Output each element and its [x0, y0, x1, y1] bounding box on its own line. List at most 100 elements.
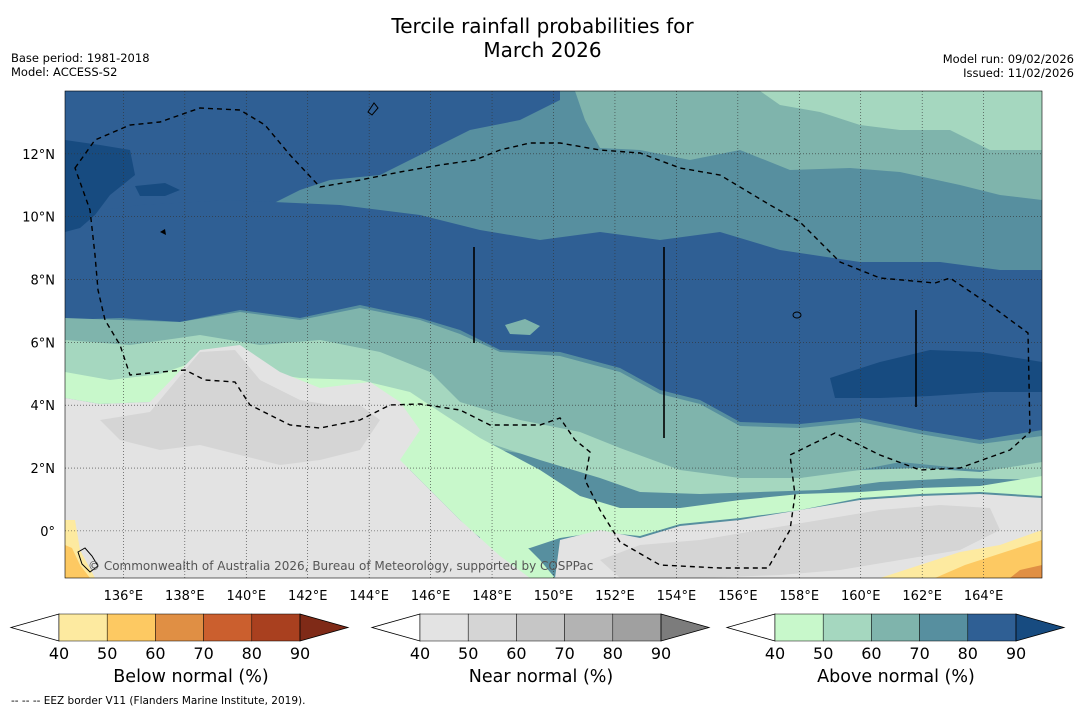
island-yap — [160, 229, 166, 235]
lat-label: 0° — [40, 525, 55, 540]
colorbar-label-above: Above normal (%) — [817, 667, 975, 687]
lat-label: 6°N — [31, 336, 56, 351]
lon-label: 160°E — [841, 589, 881, 604]
lon-label: 142°E — [288, 589, 328, 604]
longitude-ticks: 136°E 138°E 140°E 142°E 144°E 146°E 148°E 150°E… — [104, 589, 1004, 604]
eez-footnote: -- -- -- EEZ border V11 (Flanders Marine… — [11, 695, 306, 707]
colorbar-segment — [58, 613, 108, 642]
colorbar-near: 40 50 60 70 80 90 — [370, 613, 711, 663]
colorbar-tick-label: 70 — [554, 644, 574, 663]
colorbar-tick-label: 60 — [861, 644, 881, 663]
colorbar-tick-label: 90 — [651, 644, 671, 663]
island-palau — [77, 547, 99, 573]
field-near-50-east — [600, 505, 1000, 578]
colorbar-tick-label: 40 — [49, 644, 69, 663]
colorbars: 40 50 60 70 80 90 40 50 60 70 80 90 40 50 60 70 80 90 — [9, 613, 1066, 663]
colorbar-segment — [822, 613, 872, 642]
colorbar-tick-label: 80 — [603, 644, 623, 663]
colorbar-extend-low — [9, 613, 60, 642]
model-run: Model run: 09/02/2026 — [942, 52, 1074, 66]
colorbar-segment — [564, 613, 614, 642]
colorbar-tick-label: 70 — [193, 644, 213, 663]
colorbar-tick-label: 50 — [97, 644, 117, 663]
colorbar-segment — [155, 613, 204, 642]
colorbar-above: 40 50 60 70 80 90 — [725, 613, 1066, 663]
colorbar-tick-label: 40 — [410, 644, 430, 663]
title-line-2: March 2026 — [483, 38, 602, 62]
lon-label: 158°E — [780, 589, 820, 604]
lon-label: 144°E — [349, 589, 389, 604]
lat-label: 4°N — [31, 399, 56, 414]
lat-label: 12°N — [22, 148, 55, 163]
field-above-60-patch — [505, 319, 540, 335]
colorbar-tick-label: 70 — [909, 644, 929, 663]
model-name: Model: ACCESS-S2 — [11, 65, 118, 79]
lon-label: 164°E — [964, 589, 1004, 604]
field-above-90-nw — [65, 140, 135, 232]
colorbar-tick-label: 90 — [1006, 644, 1026, 663]
lon-label: 146°E — [411, 589, 451, 604]
title-line-1: Tercile rainfall probabilities for — [391, 14, 694, 38]
colorbar-extend-low — [725, 613, 776, 642]
colorbar-tick-label: 60 — [145, 644, 165, 663]
colorbar-tick-label: 80 — [958, 644, 978, 663]
field-above-50-band — [65, 335, 1042, 494]
lon-label: 140°E — [227, 589, 267, 604]
lon-label: 156°E — [718, 589, 758, 604]
eez-border-palau-fsm — [74, 107, 1031, 569]
field-above-90-small — [135, 183, 180, 196]
colorbar-segment — [419, 613, 469, 642]
colorbar-tick-label: 80 — [242, 644, 262, 663]
field-below-50-se — [935, 540, 1042, 578]
lon-label: 136°E — [104, 589, 144, 604]
colorbar-extend-low — [370, 613, 421, 642]
colorbar-tick-label: 40 — [765, 644, 785, 663]
lon-label: 152°E — [595, 589, 635, 604]
colorbar-segment — [919, 613, 969, 642]
field-below-50-sw — [65, 545, 90, 578]
issued-date: Issued: 11/02/2026 — [963, 66, 1074, 80]
copyright-notice: © Commonwealth of Australia 2026, Bureau… — [88, 559, 593, 573]
probability-field — [65, 91, 1042, 578]
lon-label: 148°E — [472, 589, 512, 604]
field-below-60-se — [1010, 565, 1042, 578]
field-above-90-east — [830, 350, 1042, 398]
colorbar-extend-high — [660, 613, 711, 642]
lat-label: 8°N — [31, 274, 56, 289]
lon-label: 162°E — [902, 589, 942, 604]
lat-label: 10°N — [22, 211, 55, 226]
lat-label: 2°N — [31, 462, 56, 477]
colorbar-segment — [251, 613, 301, 642]
colorbar-extend-high — [299, 613, 350, 642]
base-period: Base period: 1981-2018 — [11, 51, 150, 65]
lon-label: 138°E — [165, 589, 205, 604]
colorbar-tick-label: 90 — [290, 644, 310, 663]
meta-right: Model run: 09/02/2026 Issued: 11/02/2026 — [943, 52, 1074, 80]
lon-label: 154°E — [657, 589, 697, 604]
colorbar-label-near: Near normal (%) — [468, 667, 614, 687]
field-near-50-west — [100, 350, 380, 465]
colorbar-segment — [106, 613, 156, 642]
lon-label: 150°E — [534, 589, 574, 604]
chart-title: Tercile rainfall probabilities for March… — [0, 14, 1085, 62]
graticule — [65, 91, 1042, 578]
colorbar-tick-label: 50 — [458, 644, 478, 663]
map-frame — [64, 90, 1043, 579]
colorbar-segment — [871, 613, 920, 642]
colorbar-segment — [203, 613, 253, 642]
latitude-ticks: 12°N 10°N 8°N 6°N 4°N 2°N 0° — [22, 148, 55, 540]
colorbar-tick-label: 60 — [506, 644, 526, 663]
meta-left: Base period: 1981-2018 Model: ACCESS-S2 — [11, 51, 150, 79]
island-north — [367, 102, 379, 116]
field-above-50-ne — [760, 91, 1042, 150]
colorbar-below: 40 50 60 70 80 90 — [9, 613, 350, 663]
colorbar-segment — [967, 613, 1017, 642]
colorbar-label-below: Below normal (%) — [113, 667, 269, 687]
colorbar-segment — [612, 613, 662, 642]
island-pohnpei — [792, 311, 802, 319]
colorbar-extend-high — [1015, 613, 1066, 642]
colorbar-segment — [516, 613, 565, 642]
colorbar-tick-label: 50 — [813, 644, 833, 663]
colorbar-segment — [467, 613, 517, 642]
